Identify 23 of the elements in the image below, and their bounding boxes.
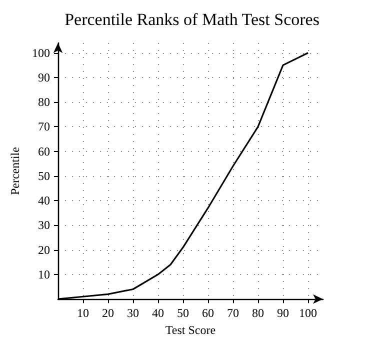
chart-title: Percentile Ranks of Math Test Scores bbox=[64, 10, 320, 29]
x-tick-label: 30 bbox=[127, 306, 139, 320]
y-axis-title: Percentile bbox=[8, 147, 22, 196]
x-tick-label: 90 bbox=[277, 306, 289, 320]
y-tick-label: 20 bbox=[38, 242, 50, 257]
x-tick-label: 40 bbox=[152, 306, 164, 320]
x-axis-title: Test Score bbox=[165, 323, 216, 337]
x-tick-label: 60 bbox=[202, 306, 214, 320]
y-tick-label: 10 bbox=[38, 267, 50, 282]
y-tick-label: 90 bbox=[38, 70, 50, 84]
y-tick-label: 50 bbox=[38, 168, 50, 183]
y-tick-label: 100 bbox=[32, 46, 50, 60]
x-tick-label: 50 bbox=[177, 306, 189, 320]
y-tick-label: 70 bbox=[38, 120, 50, 134]
y-tick-label: 40 bbox=[38, 194, 50, 208]
x-tick-label: 80 bbox=[252, 306, 264, 320]
x-tick-label: 70 bbox=[227, 306, 239, 320]
y-tick-label: 30 bbox=[38, 218, 50, 232]
y-tick-label: 60 bbox=[38, 144, 50, 158]
x-tick-label: 100 bbox=[299, 306, 317, 320]
y-tick-label: 80 bbox=[38, 95, 50, 110]
x-tick-label: 20 bbox=[102, 306, 114, 320]
x-tick-label: 10 bbox=[77, 306, 89, 320]
